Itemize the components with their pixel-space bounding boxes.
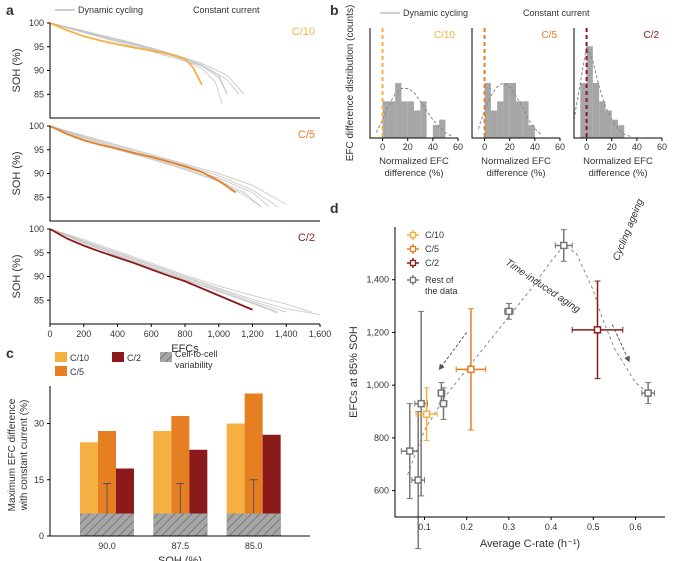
svg-text:60: 60 [453,142,463,152]
svg-text:1,600: 1,600 [309,329,332,339]
svg-text:20: 20 [607,142,617,152]
svg-text:100: 100 [29,121,44,131]
panel-b-chart: Dynamic cyclingConstant current0204060C/… [370,18,680,198]
svg-text:C/10: C/10 [70,353,89,363]
panel-d-label: d [330,200,339,216]
svg-text:1,000: 1,000 [366,380,389,390]
panel-b-label: b [330,2,339,18]
svg-text:Constant current: Constant current [193,5,260,15]
svg-text:0: 0 [482,142,487,152]
svg-text:with constant current (%): with constant current (%) [19,400,30,512]
panel-a-chart: Dynamic cyclingConstant current859095100… [50,18,320,348]
panel-a-label: a [6,2,14,18]
svg-text:C/10: C/10 [292,26,315,38]
svg-text:1,000: 1,000 [207,329,230,339]
svg-text:SOH (%): SOH (%) [158,555,202,561]
svg-text:variability: variability [175,360,213,370]
svg-text:SOH (%): SOH (%) [11,49,23,93]
svg-text:C/10: C/10 [425,230,444,240]
svg-text:EFCs at 85% SOH: EFCs at 85% SOH [348,326,360,418]
svg-text:85: 85 [34,89,44,99]
svg-text:90.0: 90.0 [98,541,116,551]
svg-text:Dynamic cycling: Dynamic cycling [403,8,468,18]
svg-text:90: 90 [34,272,44,282]
svg-text:20: 20 [403,142,413,152]
svg-text:600: 600 [144,329,159,339]
svg-text:SOH (%): SOH (%) [11,255,23,299]
svg-text:100: 100 [29,224,44,234]
svg-text:100: 100 [29,18,44,28]
svg-text:C/2: C/2 [425,258,439,268]
svg-text:C/5: C/5 [425,244,439,254]
svg-text:85.0: 85.0 [245,541,263,551]
svg-text:0.3: 0.3 [503,522,516,532]
svg-text:difference (%): difference (%) [487,168,546,179]
svg-text:C/5: C/5 [298,129,315,141]
svg-text:1,400: 1,400 [275,329,298,339]
svg-text:95: 95 [34,248,44,258]
svg-text:EFC difference distribution (c: EFC difference distribution (counts) [345,5,356,162]
svg-text:difference (%): difference (%) [589,168,648,179]
svg-text:90: 90 [34,66,44,76]
svg-text:C/2: C/2 [127,353,141,363]
panel-c-label: c [6,345,14,361]
svg-text:Average C-rate (h⁻¹): Average C-rate (h⁻¹) [480,538,580,550]
svg-text:95: 95 [34,145,44,155]
svg-text:60: 60 [555,142,565,152]
svg-text:the data: the data [425,286,458,296]
svg-text:Normalized EFC: Normalized EFC [379,156,449,167]
figure-root: a b c d Dynamic cyclingConstant current8… [0,0,685,561]
svg-text:C/2: C/2 [643,30,659,41]
svg-text:Cycling ageing: Cycling ageing [611,197,646,262]
svg-text:20: 20 [505,142,515,152]
svg-text:1,200: 1,200 [366,327,389,337]
svg-text:0.5: 0.5 [587,522,600,532]
svg-text:Cell-to-cell: Cell-to-cell [175,349,218,359]
svg-text:60: 60 [657,142,667,152]
svg-text:C/10: C/10 [434,30,456,41]
svg-text:SOH (%): SOH (%) [11,152,23,196]
panel-d-chart: Time-induced agingCycling ageing0.10.20.… [385,215,680,555]
svg-text:Time-induced aging: Time-induced aging [503,257,582,315]
svg-text:0.6: 0.6 [629,522,642,532]
svg-text:40: 40 [428,142,438,152]
svg-text:0: 0 [47,329,52,339]
svg-text:Maximum EFC difference: Maximum EFC difference [7,398,18,511]
svg-text:C/5: C/5 [541,30,557,41]
svg-text:Rest of: Rest of [425,275,454,285]
svg-text:800: 800 [177,329,192,339]
svg-text:85: 85 [34,192,44,202]
svg-text:0: 0 [39,531,44,541]
svg-text:87.5: 87.5 [172,541,190,551]
svg-text:85: 85 [34,295,44,305]
svg-text:Constant current: Constant current [523,8,590,18]
svg-text:Dynamic cycling: Dynamic cycling [78,5,143,15]
svg-text:40: 40 [632,142,642,152]
svg-text:0.4: 0.4 [545,522,558,532]
panel-c-chart: C/10C/5C/2Cell-to-cellvariability90.087.… [50,358,320,558]
svg-text:95: 95 [34,42,44,52]
svg-text:Normalized EFC: Normalized EFC [583,156,653,167]
svg-text:C/5: C/5 [70,367,84,377]
svg-text:1,400: 1,400 [366,275,389,285]
svg-text:C/2: C/2 [298,232,315,244]
svg-text:90: 90 [34,169,44,179]
svg-text:800: 800 [374,433,389,443]
svg-text:30: 30 [34,419,44,429]
svg-text:difference (%): difference (%) [385,168,444,179]
svg-text:600: 600 [374,486,389,496]
svg-text:15: 15 [34,475,44,485]
svg-text:400: 400 [110,329,125,339]
svg-text:40: 40 [530,142,540,152]
svg-text:Normalized EFC: Normalized EFC [481,156,551,167]
svg-text:0.2: 0.2 [460,522,473,532]
svg-text:0.1: 0.1 [418,522,431,532]
svg-text:1,200: 1,200 [241,329,264,339]
svg-text:200: 200 [76,329,91,339]
svg-text:0: 0 [380,142,385,152]
svg-text:0: 0 [584,142,589,152]
